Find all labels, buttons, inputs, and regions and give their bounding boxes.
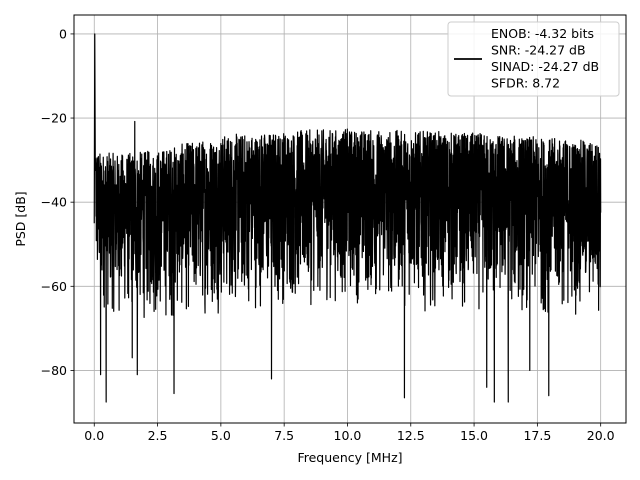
x-tick-label: 15.0 (460, 428, 488, 443)
psd-series-line (93, 33, 602, 403)
legend-entry-line: SNR: -24.27 dB (491, 43, 586, 58)
legend-entry-line: SFDR: 8.72 (491, 76, 560, 91)
x-tick-label: 20.0 (587, 428, 615, 443)
y-tick-label: −20 (41, 111, 67, 126)
plot-frame (73, 14, 627, 424)
legend-entry-line: SINAD: -24.27 dB (491, 59, 599, 74)
y-tick-label: 0 (59, 26, 67, 41)
x-tick-label: 17.5 (523, 428, 551, 443)
legend-entry-line: ENOB: -4.32 bits (491, 26, 594, 41)
x-axis-label: Frequency [MHz] (297, 450, 402, 465)
x-tick-label: 5.0 (211, 428, 231, 443)
x-tick-label: 10.0 (334, 428, 362, 443)
series-layer (93, 33, 602, 403)
x-tick-label: 2.5 (148, 428, 168, 443)
plot-area (93, 33, 602, 403)
y-tick-label: −40 (41, 195, 67, 210)
ticks: 0.0 2.5 5.0 7.5 10.0 12.5 15.0 17.5 20.0 0 −20 −40 −… (41, 26, 615, 443)
x-tick-label: 7.5 (274, 428, 294, 443)
y-tick-label: −80 (41, 363, 67, 378)
legend-box (447, 21, 620, 97)
y-axis-label: PSD [dB] (13, 191, 28, 246)
y-tick-label: −60 (41, 279, 67, 294)
x-tick-label: 12.5 (397, 428, 425, 443)
x-tick-label: 0.0 (84, 428, 104, 443)
